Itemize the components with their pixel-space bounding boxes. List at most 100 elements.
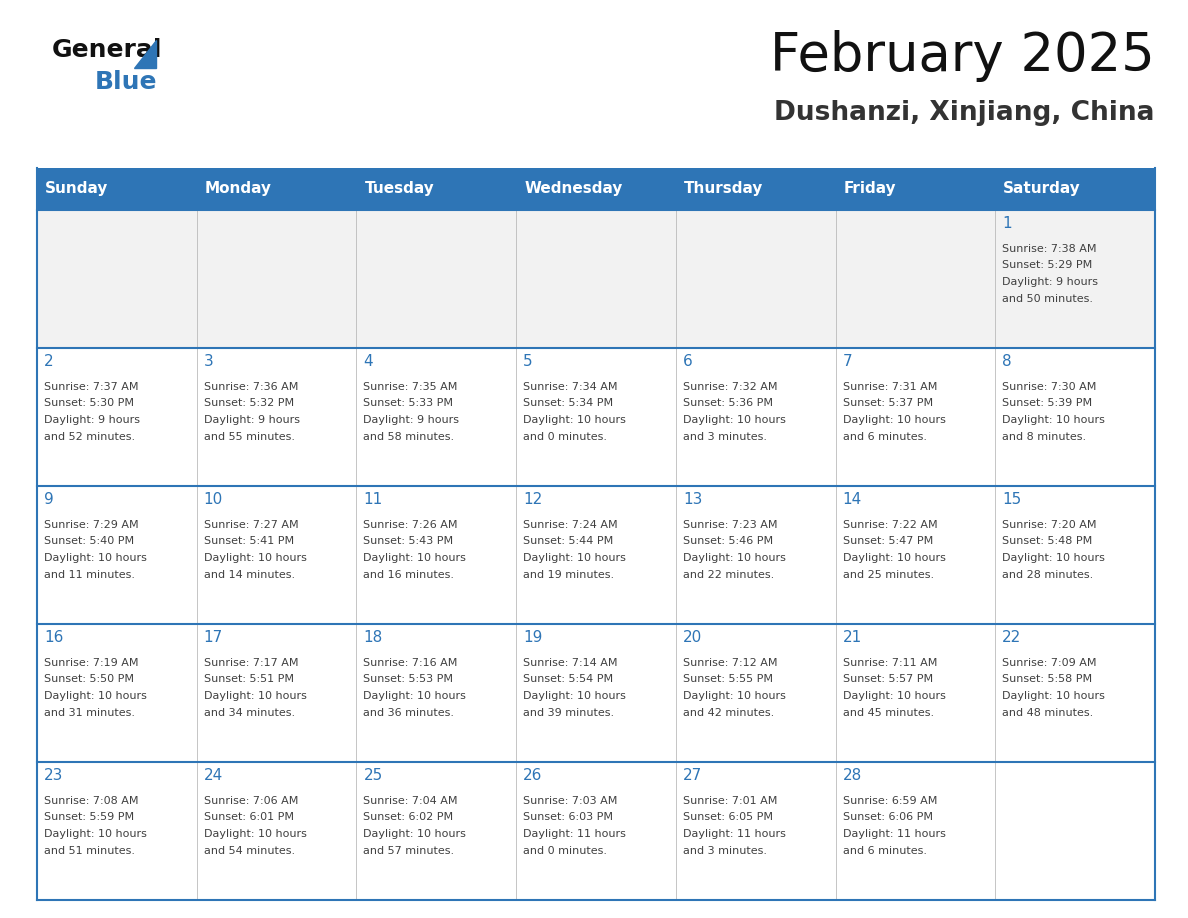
Text: Sunset: 5:41 PM: Sunset: 5:41 PM	[203, 536, 293, 546]
Text: and 22 minutes.: and 22 minutes.	[683, 569, 775, 579]
Text: and 31 minutes.: and 31 minutes.	[44, 708, 135, 718]
Text: Daylight: 10 hours: Daylight: 10 hours	[364, 553, 467, 563]
Text: Sunrise: 7:38 AM: Sunrise: 7:38 AM	[1003, 244, 1097, 254]
Text: Sunset: 5:55 PM: Sunset: 5:55 PM	[683, 675, 773, 685]
Text: February 2025: February 2025	[770, 30, 1155, 82]
Text: Daylight: 11 hours: Daylight: 11 hours	[523, 829, 626, 839]
Text: Sunset: 5:30 PM: Sunset: 5:30 PM	[44, 398, 134, 409]
Text: 11: 11	[364, 492, 383, 507]
Text: Daylight: 11 hours: Daylight: 11 hours	[683, 829, 785, 839]
Text: and 16 minutes.: and 16 minutes.	[364, 569, 455, 579]
Text: Sunset: 5:59 PM: Sunset: 5:59 PM	[44, 812, 134, 823]
Text: Sunrise: 7:09 AM: Sunrise: 7:09 AM	[1003, 658, 1097, 668]
Text: Sunset: 5:51 PM: Sunset: 5:51 PM	[203, 675, 293, 685]
Text: Friday: Friday	[843, 182, 896, 196]
Text: Tuesday: Tuesday	[365, 182, 434, 196]
Text: Sunrise: 7:27 AM: Sunrise: 7:27 AM	[203, 520, 298, 530]
Text: 27: 27	[683, 768, 702, 783]
Text: Sunrise: 7:32 AM: Sunrise: 7:32 AM	[683, 382, 777, 392]
Text: Daylight: 10 hours: Daylight: 10 hours	[203, 829, 307, 839]
Text: Daylight: 10 hours: Daylight: 10 hours	[44, 829, 147, 839]
Text: 3: 3	[203, 354, 214, 369]
Text: 5: 5	[523, 354, 532, 369]
Text: 17: 17	[203, 630, 223, 645]
Text: 13: 13	[683, 492, 702, 507]
Text: Daylight: 10 hours: Daylight: 10 hours	[683, 415, 785, 425]
Text: Sunrise: 7:22 AM: Sunrise: 7:22 AM	[842, 520, 937, 530]
Text: Monday: Monday	[204, 182, 272, 196]
Text: and 57 minutes.: and 57 minutes.	[364, 845, 455, 856]
Text: and 3 minutes.: and 3 minutes.	[683, 431, 767, 442]
Text: Sunset: 5:50 PM: Sunset: 5:50 PM	[44, 675, 134, 685]
Text: Daylight: 10 hours: Daylight: 10 hours	[523, 553, 626, 563]
Text: Sunrise: 7:16 AM: Sunrise: 7:16 AM	[364, 658, 457, 668]
Text: Sunset: 5:58 PM: Sunset: 5:58 PM	[1003, 675, 1093, 685]
Text: Sunrise: 7:29 AM: Sunrise: 7:29 AM	[44, 520, 139, 530]
Text: and 52 minutes.: and 52 minutes.	[44, 431, 135, 442]
Text: Sunrise: 7:04 AM: Sunrise: 7:04 AM	[364, 796, 457, 806]
Text: Sunset: 5:54 PM: Sunset: 5:54 PM	[523, 675, 613, 685]
Text: Daylight: 10 hours: Daylight: 10 hours	[44, 691, 147, 701]
Text: and 55 minutes.: and 55 minutes.	[203, 431, 295, 442]
Bar	[37, 348, 1155, 486]
Text: Sunset: 5:48 PM: Sunset: 5:48 PM	[1003, 536, 1093, 546]
Text: and 34 minutes.: and 34 minutes.	[203, 708, 295, 718]
Text: and 54 minutes.: and 54 minutes.	[203, 845, 295, 856]
Text: Daylight: 9 hours: Daylight: 9 hours	[1003, 277, 1098, 287]
Text: Sunrise: 7:36 AM: Sunrise: 7:36 AM	[203, 382, 298, 392]
Text: Daylight: 10 hours: Daylight: 10 hours	[203, 691, 307, 701]
Text: 12: 12	[523, 492, 543, 507]
Text: Sunset: 5:33 PM: Sunset: 5:33 PM	[364, 398, 454, 409]
Bar	[37, 210, 1155, 348]
Text: Daylight: 10 hours: Daylight: 10 hours	[842, 415, 946, 425]
Text: Blue: Blue	[95, 70, 158, 94]
Text: Sunset: 5:44 PM: Sunset: 5:44 PM	[523, 536, 613, 546]
Text: Daylight: 10 hours: Daylight: 10 hours	[842, 691, 946, 701]
Text: 7: 7	[842, 354, 852, 369]
Text: Sunrise: 7:08 AM: Sunrise: 7:08 AM	[44, 796, 139, 806]
Text: Sunrise: 7:34 AM: Sunrise: 7:34 AM	[523, 382, 618, 392]
Bar	[37, 486, 1155, 624]
Text: Sunrise: 7:31 AM: Sunrise: 7:31 AM	[842, 382, 937, 392]
Text: Sunrise: 7:06 AM: Sunrise: 7:06 AM	[203, 796, 298, 806]
Text: Sunset: 5:53 PM: Sunset: 5:53 PM	[364, 675, 454, 685]
Text: and 50 minutes.: and 50 minutes.	[1003, 294, 1093, 304]
Text: Sunrise: 7:11 AM: Sunrise: 7:11 AM	[842, 658, 937, 668]
Bar	[37, 762, 1155, 900]
Text: and 36 minutes.: and 36 minutes.	[364, 708, 455, 718]
Text: Sunday: Sunday	[45, 182, 108, 196]
Text: Sunset: 6:02 PM: Sunset: 6:02 PM	[364, 812, 454, 823]
Text: 4: 4	[364, 354, 373, 369]
Text: Dushanzi, Xinjiang, China: Dushanzi, Xinjiang, China	[775, 100, 1155, 126]
Text: Sunset: 5:32 PM: Sunset: 5:32 PM	[203, 398, 293, 409]
Text: and 51 minutes.: and 51 minutes.	[44, 845, 135, 856]
Text: and 14 minutes.: and 14 minutes.	[203, 569, 295, 579]
Text: 15: 15	[1003, 492, 1022, 507]
Text: and 39 minutes.: and 39 minutes.	[523, 708, 614, 718]
Text: Daylight: 10 hours: Daylight: 10 hours	[523, 691, 626, 701]
Text: Sunrise: 7:14 AM: Sunrise: 7:14 AM	[523, 658, 618, 668]
Text: Daylight: 10 hours: Daylight: 10 hours	[364, 691, 467, 701]
Text: 25: 25	[364, 768, 383, 783]
Text: 19: 19	[523, 630, 543, 645]
Text: Sunrise: 7:19 AM: Sunrise: 7:19 AM	[44, 658, 139, 668]
Text: Sunset: 5:39 PM: Sunset: 5:39 PM	[1003, 398, 1093, 409]
Text: Sunset: 5:40 PM: Sunset: 5:40 PM	[44, 536, 134, 546]
Polygon shape	[134, 40, 156, 68]
Text: 28: 28	[842, 768, 861, 783]
Text: Sunrise: 7:17 AM: Sunrise: 7:17 AM	[203, 658, 298, 668]
Bar	[37, 168, 1155, 210]
Text: 24: 24	[203, 768, 223, 783]
Text: Sunrise: 6:59 AM: Sunrise: 6:59 AM	[842, 796, 937, 806]
Text: Daylight: 10 hours: Daylight: 10 hours	[683, 691, 785, 701]
Text: 8: 8	[1003, 354, 1012, 369]
Text: and 0 minutes.: and 0 minutes.	[523, 431, 607, 442]
Text: 16: 16	[44, 630, 63, 645]
Text: 6: 6	[683, 354, 693, 369]
Bar	[37, 624, 1155, 762]
Text: Daylight: 9 hours: Daylight: 9 hours	[44, 415, 140, 425]
Text: Sunset: 5:37 PM: Sunset: 5:37 PM	[842, 398, 933, 409]
Text: Daylight: 11 hours: Daylight: 11 hours	[842, 829, 946, 839]
Text: Daylight: 10 hours: Daylight: 10 hours	[683, 553, 785, 563]
Text: 18: 18	[364, 630, 383, 645]
